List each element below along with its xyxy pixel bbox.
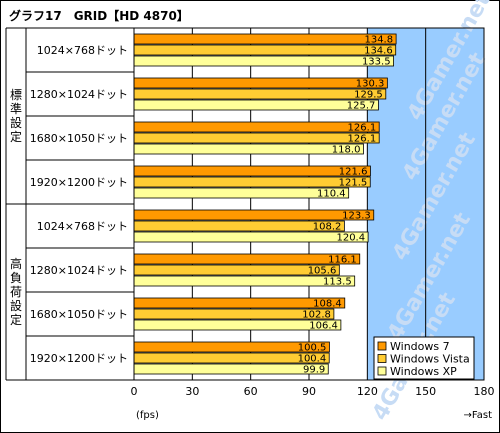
x-tick-label: 150 — [415, 385, 436, 398]
group-label: 標準設定 — [10, 88, 22, 144]
x-tick-label: 30 — [185, 385, 199, 398]
bar-value-label: 125.7 — [347, 101, 376, 112]
bar — [133, 99, 379, 111]
legend-label: Windows Vista — [390, 353, 470, 366]
legend-box — [373, 336, 475, 380]
legend-swatch — [377, 341, 387, 351]
bar — [133, 176, 371, 188]
category-label: 1680×1050ドット — [30, 308, 128, 321]
bar — [133, 275, 356, 287]
bar — [133, 55, 394, 67]
group-label: 高負荷設定 — [10, 256, 22, 327]
x-tick-label: 180 — [474, 385, 495, 398]
category-label: 1280×1024ドット — [30, 88, 128, 101]
legend-label: Windows XP — [390, 365, 457, 378]
legend-label: Windows 7 — [390, 340, 450, 353]
bar-value-label: 110.4 — [317, 189, 346, 200]
bar-value-label: 113.5 — [323, 277, 352, 288]
bar-value-label: 126.1 — [348, 123, 377, 134]
category-label: 1920×1200ドット — [30, 176, 128, 189]
bar — [133, 132, 380, 144]
bar-value-label: 99.9 — [303, 365, 325, 376]
bar — [133, 77, 388, 89]
bar-value-label: 108.4 — [313, 299, 342, 310]
bar-value-label: 102.8 — [302, 310, 331, 321]
legend-swatch — [377, 366, 387, 376]
bar-value-label: 130.3 — [356, 79, 385, 90]
bar — [133, 33, 397, 45]
legend-swatch — [377, 354, 387, 363]
bar-value-label: 121.5 — [339, 178, 368, 189]
category-label: 1024×768ドット — [37, 220, 128, 233]
bar-value-label: 118.0 — [332, 145, 361, 156]
bar-value-label: 134.8 — [364, 35, 393, 46]
bar-value-label: 120.4 — [336, 233, 365, 244]
direction-label: →Fast — [464, 410, 493, 421]
bar — [133, 363, 329, 375]
bar — [133, 88, 387, 100]
chart-title: グラフ17 GRID【HD 4870】 — [9, 9, 189, 23]
bar — [133, 209, 375, 221]
bar-value-label: 126.1 — [348, 134, 377, 145]
bar-value-label: 100.5 — [298, 343, 327, 354]
category-label: 1280×1024ドット — [30, 264, 128, 277]
bar — [133, 44, 397, 56]
bar-value-label: 106.4 — [309, 321, 338, 332]
bar — [133, 231, 369, 243]
plot-border — [133, 27, 485, 381]
category-label: 1920×1200ドット — [30, 352, 128, 365]
category-label: 1680×1050ドット — [30, 132, 128, 145]
category-label: 1024×768ドット — [37, 44, 128, 57]
bar-value-label: 123.3 — [342, 211, 371, 222]
bar-value-label: 105.6 — [308, 266, 337, 277]
x-tick-label: 0 — [131, 385, 138, 398]
bar — [133, 253, 361, 265]
x-tick-label: 90 — [302, 385, 316, 398]
bar-value-label: 134.6 — [364, 46, 393, 57]
bar-value-label: 116.1 — [328, 255, 357, 266]
bar-value-label: 108.2 — [313, 222, 342, 233]
x-tick-label: 60 — [244, 385, 258, 398]
bar — [133, 165, 371, 177]
bar — [133, 143, 364, 155]
bar-value-label: 121.6 — [339, 167, 368, 178]
bar-value-label: 100.4 — [298, 354, 327, 365]
bar — [133, 121, 380, 133]
x-tick-label: 120 — [357, 385, 378, 398]
bar-value-label: 129.5 — [354, 90, 383, 101]
unit-label: (fps) — [136, 410, 159, 421]
bar-value-label: 133.5 — [362, 57, 391, 68]
